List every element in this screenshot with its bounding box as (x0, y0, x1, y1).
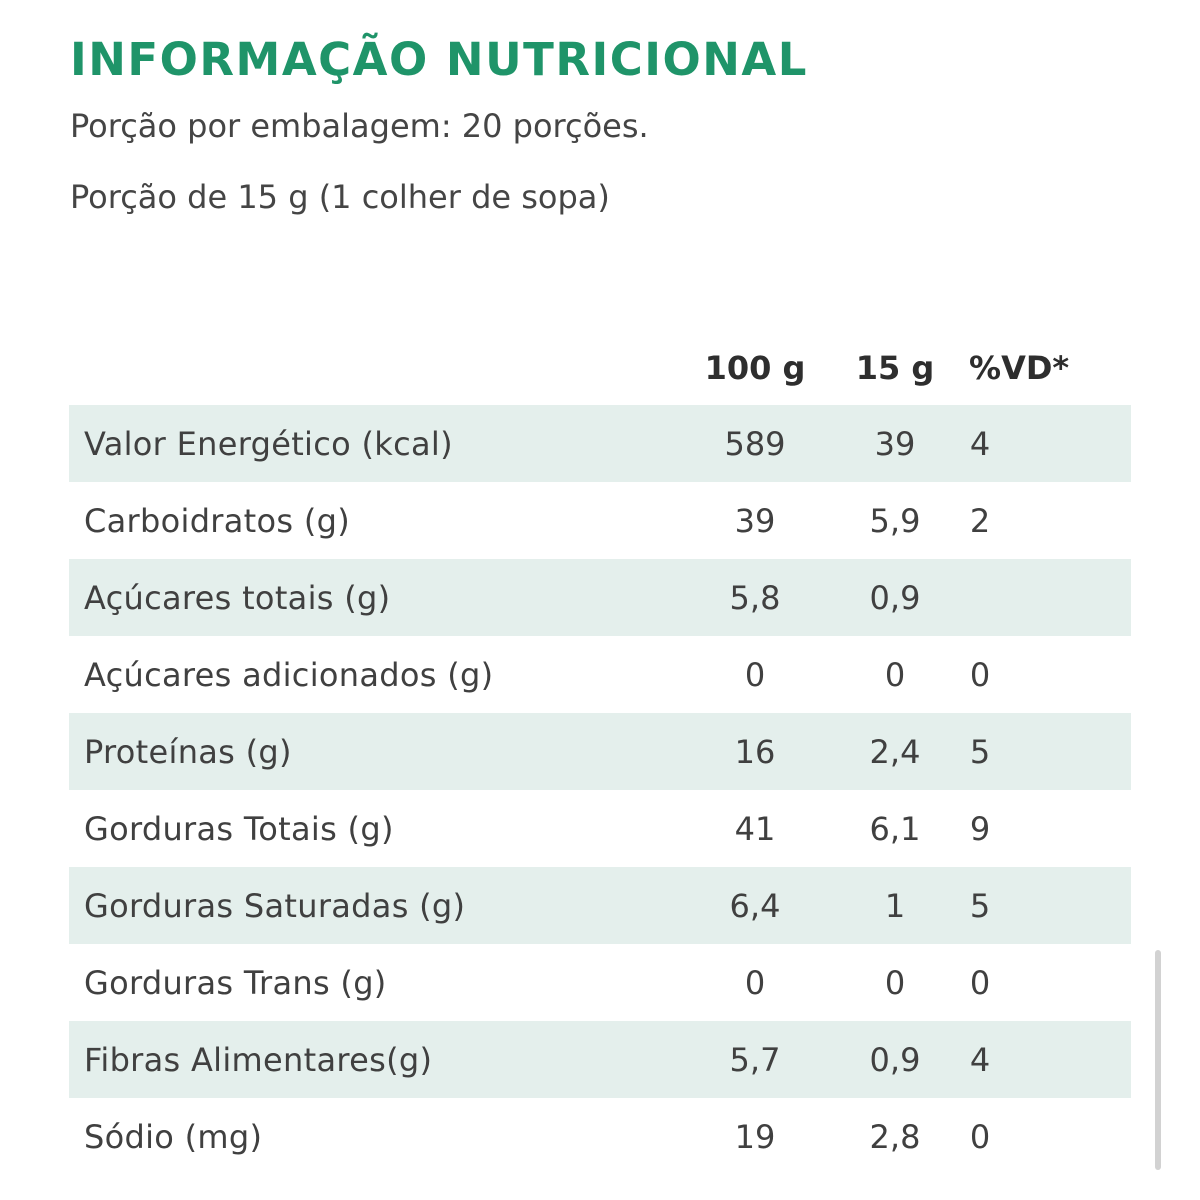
value-100g: 0 (744, 963, 766, 1002)
table-row: Gorduras Trans (g) 0 0 0 (69, 944, 1131, 1021)
value-100g: 6,4 (729, 886, 781, 925)
value-vd: 5 (969, 886, 991, 925)
value-15g: 39 (874, 424, 916, 463)
table-row: Gorduras Saturadas (g) 6,4 1 5 (69, 867, 1131, 944)
nutrient-label: Fibras Alimentares(g) (84, 1040, 433, 1079)
nutrient-label: Gorduras Trans (g) (84, 963, 387, 1002)
nutrient-label: Gorduras Totais (g) (84, 809, 394, 848)
nutrient-label: Açúcares adicionados (g) (84, 655, 494, 694)
nutrient-label: Gorduras Saturadas (g) (84, 886, 466, 925)
value-100g: 41 (734, 809, 776, 848)
value-15g: 0,9 (869, 578, 921, 617)
value-15g: 0 (884, 963, 906, 1002)
nutrient-label: Sódio (mg) (84, 1117, 263, 1156)
value-100g: 0 (744, 655, 766, 694)
nutrient-label: Valor Energético (kcal) (84, 424, 453, 463)
value-vd: 2 (969, 501, 991, 540)
table-row: Fibras Alimentares(g) 5,7 0,9 4 (69, 1021, 1131, 1098)
table-row: Carboidratos (g) 39 5,9 2 (69, 482, 1131, 559)
page-title: INFORMAÇÃO NUTRICIONAL (70, 33, 808, 86)
table-row: Proteínas (g) 16 2,4 5 (69, 713, 1131, 790)
value-15g: 1 (884, 886, 906, 925)
value-15g: 0 (884, 655, 906, 694)
value-100g: 16 (734, 732, 776, 771)
table-row: Açúcares adicionados (g) 0 0 0 (69, 636, 1131, 713)
vertical-scrollbar[interactable] (1155, 950, 1161, 1170)
value-vd (965, 559, 995, 636)
value-vd: 4 (969, 424, 991, 463)
nutrient-label: Açúcares totais (g) (84, 578, 391, 617)
table-row: Sódio (mg) 19 2,8 0 (69, 1098, 1131, 1175)
table-row: Gorduras Totais (g) 41 6,1 9 (69, 790, 1131, 867)
nutrient-label: Proteínas (g) (84, 732, 292, 771)
value-15g: 0,9 (869, 1040, 921, 1079)
value-100g: 589 (724, 424, 786, 463)
value-vd: 5 (969, 732, 991, 771)
value-15g: 2,4 (869, 732, 921, 771)
servings-per-package: Porção por embalagem: 20 porções. (70, 107, 649, 145)
value-100g: 19 (734, 1117, 776, 1156)
table-header-row: 100 g 15 g %VD* (69, 330, 1131, 405)
value-vd: 0 (969, 1117, 991, 1156)
nutrition-table: 100 g 15 g %VD* Valor Energético (kcal) … (69, 330, 1131, 1175)
serving-size: Porção de 15 g (1 colher de sopa) (70, 178, 610, 216)
table-row: Valor Energético (kcal) 589 39 4 (69, 405, 1131, 482)
column-header-vd: %VD* (969, 348, 1070, 387)
value-100g: 39 (734, 501, 776, 540)
column-header-15g: 15 g (855, 348, 935, 387)
value-15g: 5,9 (869, 501, 921, 540)
value-100g: 5,8 (729, 578, 781, 617)
value-vd: 4 (969, 1040, 991, 1079)
value-15g: 6,1 (869, 809, 921, 848)
column-header-100g: 100 g (704, 348, 806, 387)
nutrient-label: Carboidratos (g) (84, 501, 351, 540)
value-vd: 0 (969, 655, 991, 694)
value-vd: 9 (969, 809, 991, 848)
value-15g: 2,8 (869, 1117, 921, 1156)
value-vd: 0 (969, 963, 991, 1002)
value-100g: 5,7 (729, 1040, 781, 1079)
table-row: Açúcares totais (g) 5,8 0,9 (69, 559, 1131, 636)
